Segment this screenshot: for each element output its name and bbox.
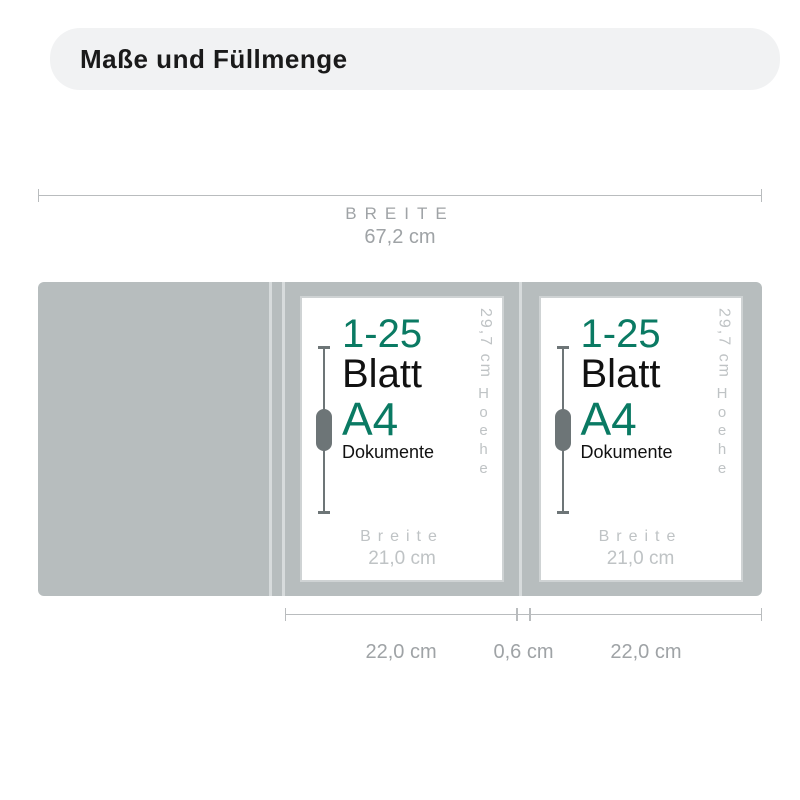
dimension-line: [38, 195, 762, 196]
sheet-height-value: 29,7 cm: [476, 308, 494, 379]
sheet-width-label: Breite: [541, 528, 741, 546]
binder-clip-icon: [555, 346, 571, 514]
folder-cover-flap: [38, 282, 272, 596]
dimension-value: 67,2 cm: [38, 226, 762, 249]
sheet-width-value: 21,0 cm: [302, 548, 502, 570]
sheet-format: A4: [342, 396, 492, 442]
dimension-value: 22,0 cm: [285, 641, 517, 664]
sheet-height-strip: 29,7 cm Hoehe: [474, 308, 496, 516]
sheet-format: A4: [581, 396, 731, 442]
dimension-spine: 0,6 cm: [517, 614, 530, 664]
sheet-height-strip: 29,7 cm Hoehe: [713, 308, 735, 516]
dimension-value: 22,0 cm: [530, 641, 762, 664]
sheet-capacity: 1-25: [342, 314, 492, 354]
dimension-total-width: BREITE 67,2 cm: [38, 195, 762, 249]
sheet-docs-label: Dokumente: [581, 442, 731, 463]
dimension-panel-right: 22,0 cm: [530, 614, 762, 664]
folder-diagram: 1-25 Blatt A4 Dokumente Breite 21,0 cm 2…: [38, 282, 762, 596]
sheet-height-label: Hoehe: [478, 385, 492, 479]
folder-spine: [272, 282, 285, 596]
folder-pane-right: 1-25 Blatt A4 Dokumente Breite 21,0 cm 2…: [522, 282, 759, 596]
sheet-height-value: 29,7 cm: [715, 308, 733, 379]
sheet-capacity: 1-25: [581, 314, 731, 354]
folder-pane-left: 1-25 Blatt A4 Dokumente Breite 21,0 cm 2…: [285, 282, 522, 596]
sheet-height-label: Hoehe: [717, 385, 731, 479]
a4-sheet: 1-25 Blatt A4 Dokumente Breite 21,0 cm 2…: [539, 296, 743, 582]
sheet-unit: Blatt: [581, 354, 731, 394]
dimension-label: BREITE: [38, 204, 762, 224]
a4-sheet: 1-25 Blatt A4 Dokumente Breite 21,0 cm 2…: [300, 296, 504, 582]
dimension-panel-left: 22,0 cm: [285, 614, 517, 664]
sheet-unit: Blatt: [342, 354, 492, 394]
binder-clip-icon: [316, 346, 332, 514]
sheet-width-value: 21,0 cm: [541, 548, 741, 570]
dimension-bottom-row: 22,0 cm 0,6 cm 22,0 cm: [285, 614, 762, 664]
page-title: Maße und Füllmenge: [80, 44, 348, 75]
sheet-width-label: Breite: [302, 528, 502, 546]
sheet-docs-label: Dokumente: [342, 442, 492, 463]
header-pill: Maße und Füllmenge: [50, 28, 780, 90]
